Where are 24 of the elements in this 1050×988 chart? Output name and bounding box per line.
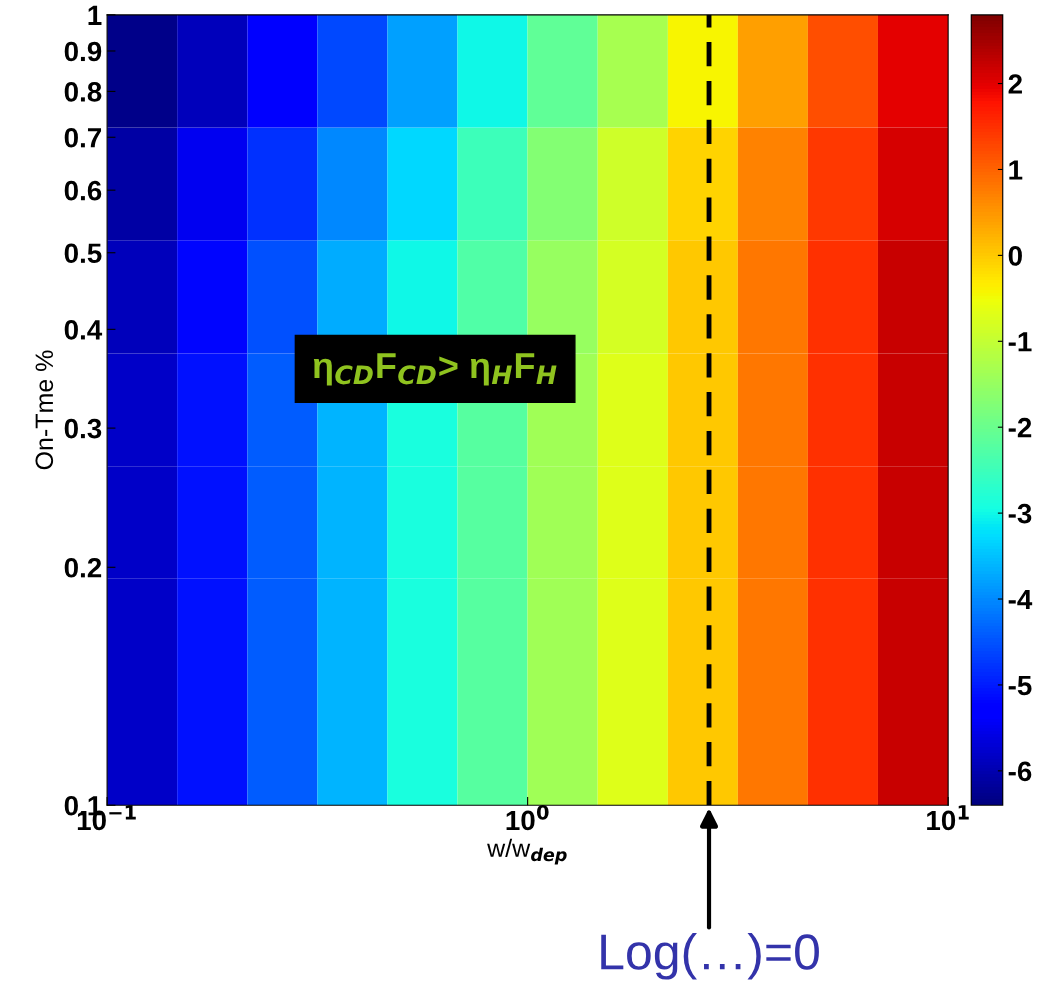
y-tick-label: 0.7	[64, 127, 102, 148]
color-bar-label: -4	[1008, 589, 1033, 610]
annotation: η$_{CD}$F$_{CD}$> η$_{H}$F$_{H}$	[313, 353, 557, 386]
color-bar-label: 2	[1008, 74, 1022, 94]
x-tick-label: 10$^{0}$	[506, 804, 549, 831]
color-bar-label: -1	[1008, 332, 1032, 352]
y-axis-title: On-Tme %	[35, 350, 54, 470]
y-tick-label: 0.6	[64, 180, 102, 201]
y-tick-label: 0.8	[64, 82, 102, 102]
color-bar-label: -6	[1008, 761, 1032, 782]
y-tick-label: 1	[88, 5, 102, 25]
y-tick-label: 0.5	[64, 243, 102, 264]
y-tick-label: 0.3	[64, 418, 102, 439]
color-bar-label: -3	[1008, 503, 1032, 524]
y-tick-label: 0.2	[64, 557, 102, 578]
color-bar-label: 1	[1009, 160, 1023, 180]
y-tick-label: 0.4	[64, 320, 103, 340]
color-bar-label: -2	[1008, 417, 1032, 438]
color-bar-label: 0	[1008, 246, 1022, 266]
annotation: Log(…)=0	[601, 933, 819, 980]
x-axis-title: w/w$_{dep}$	[487, 838, 567, 865]
y-tick-label: 0.9	[64, 41, 102, 62]
color-bar-label: -5	[1008, 675, 1032, 696]
x-tick-label: 10$^{1}$	[927, 805, 969, 831]
